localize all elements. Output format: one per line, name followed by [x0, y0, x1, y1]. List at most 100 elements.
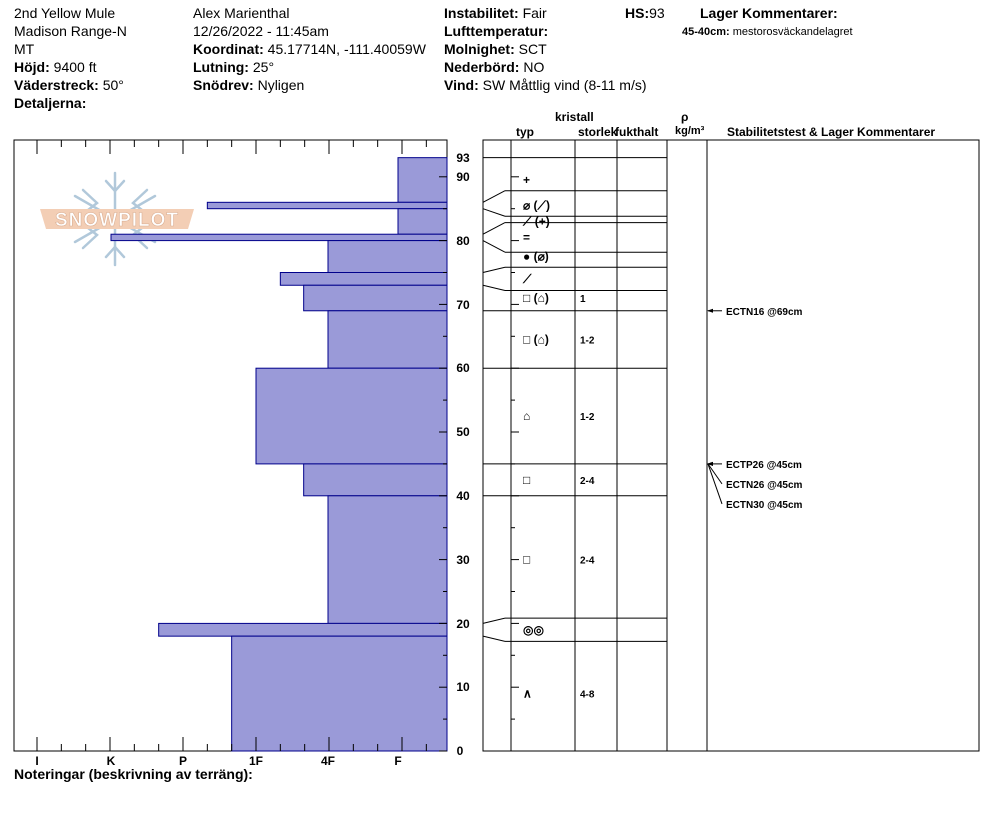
grain-symbol-8: ⌂: [523, 409, 530, 423]
hardness-axis-labels: I K P 1F 4F F: [35, 754, 401, 768]
notes-label: Noteringar (beskrivning av terräng):: [14, 766, 253, 782]
stability-test-arrow-line-3: [707, 463, 723, 505]
airtemp-row: Lufttemperatur:: [444, 22, 647, 40]
stability-test-arrowhead-0: [707, 308, 713, 313]
precip-label: Nederbörd:: [444, 59, 520, 75]
hs-value: 93: [649, 5, 665, 21]
depth-label-30: 30: [456, 553, 470, 567]
hardness-bar-8: [255, 367, 448, 465]
grain-symbol-10: □: [523, 553, 530, 567]
hs-row: HS:93: [625, 4, 665, 22]
stability-test-label-1: ECTP26 @45cm: [726, 460, 802, 471]
layer-comment-row: 45-40cm: mestorosväckandelagret: [682, 26, 853, 38]
hardness-bar-5: [279, 272, 448, 286]
aspect-row: Väderstreck: 50°: [14, 76, 127, 94]
aspect-value: 50°: [102, 77, 124, 93]
cloud-row: Molnighet: SCT: [444, 40, 647, 58]
table-frame: [482, 139, 980, 752]
crystal-size-9: 2-4: [580, 476, 595, 487]
size-values: 1 1-2 1-2 2-4 2-4 4-8: [580, 294, 595, 701]
stability-tests: ECTN16 @69cm ECTP26 @45cm ECTN26 @45cm ECTN…: [707, 307, 803, 511]
details-row: Detaljerna:: [14, 94, 127, 112]
aspect-label: Väderstreck:: [14, 77, 99, 93]
header-col2: Alex Marienthal 12/26/2022 - 11:45am Koo…: [193, 4, 426, 94]
depth-label-80: 80: [456, 234, 470, 248]
hardness-bars: [110, 157, 448, 752]
grain-symbol-0: +: [523, 173, 530, 187]
hardness-top-ticks: [36, 140, 427, 154]
layer-comments-title: Lager Kommentarer:: [700, 4, 838, 22]
column-headers: typ kristall storlek fukthalt ρ kg/m³ St…: [516, 110, 935, 139]
stability-test-label-2: ECTN26 @45cm: [726, 480, 803, 491]
state-name: MT: [14, 41, 35, 57]
hardness-bottom-ticks: [36, 737, 427, 751]
depth-label-50: 50: [456, 425, 470, 439]
hardness-label-I: I: [35, 754, 38, 768]
grain-symbol-11: ◎◎: [523, 623, 544, 637]
row-connector-80: [482, 240, 506, 253]
hardness-label-1F: 1F: [249, 754, 263, 768]
depth-top-label: 93: [456, 151, 470, 165]
hardness-label-K: K: [107, 754, 116, 768]
grain-symbol-1: ⌀ (⟋): [523, 199, 550, 213]
hardness-bar-1: [206, 201, 448, 210]
drift-value: Nyligen: [257, 77, 305, 93]
observer-name: Alex Marienthal: [193, 5, 290, 21]
depth-label-20: 20: [456, 617, 470, 631]
col-moisture-header: fukthalt: [615, 125, 658, 139]
grain-symbol-2: ⟋ (+): [522, 214, 550, 228]
hardness-label-4F: 4F: [321, 754, 335, 768]
wind-row: Vind: SW Måttlig vind (8-11 m/s): [444, 76, 647, 94]
depth-label-0: 0: [457, 744, 464, 758]
col-type-header: typ: [516, 125, 534, 139]
coord-value: 45.17714N, -111.40059W: [267, 41, 426, 57]
col-density-header: kg/m³: [675, 125, 705, 137]
instab-row: Instabilitet: Fair: [444, 4, 647, 22]
grain-symbol-3: =: [523, 230, 530, 244]
col-crystal-header-1: kristall: [555, 110, 594, 124]
wind-value: SW Måttlig vind (8-11 m/s): [482, 77, 647, 93]
coord-row: Koordinat: 45.17714N, -111.40059W: [193, 40, 426, 58]
hardness-label-P: P: [179, 754, 187, 768]
row-connector-73: [482, 284, 506, 291]
layer-table: [482, 139, 980, 752]
crystal-size-10: 2-4: [580, 556, 595, 567]
drift-label: Snödrev:: [193, 77, 254, 93]
grain-symbol-5: ⟋: [522, 272, 532, 286]
hardness-bar-2: [397, 208, 448, 235]
depth-label-10: 10: [456, 680, 470, 694]
crystal-size-7: 1-2: [580, 335, 595, 346]
elevation-row: Höjd: 9400 ft: [14, 58, 127, 76]
slope-label: Lutning:: [193, 59, 249, 75]
airtemp-label: Lufttemperatur:: [444, 23, 549, 39]
col-crystal-header-2: storlek: [578, 125, 618, 139]
location-name: 2nd Yellow Mule: [14, 5, 116, 21]
col-rho-header: ρ: [681, 110, 688, 124]
header-col1: 2nd Yellow Mule Madison Range-N MT Höjd:…: [14, 4, 127, 112]
details-label: Detaljerna:: [14, 95, 87, 111]
crystal-size-8: 1-2: [580, 412, 595, 423]
hardness-bar-4: [327, 240, 448, 274]
hardness-bar-12: [231, 635, 448, 752]
precip-row: Nederbörd: NO: [444, 58, 647, 76]
layer-comment-text: mestorosväckandelagret: [732, 26, 853, 38]
row-connector-85: [482, 208, 506, 217]
grain-symbols: + ⌀ (⟋)⟋ (+) = ● (⌀) ⟋ □ (⌂) □ (⌂) ⌂ □ □ ◎◎ ∧: [522, 173, 550, 701]
logo-banner: [40, 209, 194, 229]
range-name: Madison Range-N: [14, 23, 127, 39]
instab-value: Fair: [522, 5, 547, 21]
grain-symbol-4: ● (⌀): [523, 250, 549, 264]
depth-axis-labels: 93 90 80 70 60 50 40 30 20 10 0: [456, 151, 470, 758]
hardness-label-F: F: [394, 754, 401, 768]
row-connector-20: [482, 617, 506, 624]
stability-test-arrow-line-2: [707, 463, 723, 485]
hs-label: HS:: [625, 5, 650, 21]
coord-label: Koordinat:: [193, 41, 264, 57]
header-col3: Instabilitet: Fair Lufttemperatur: Molni…: [444, 4, 647, 94]
hardness-bar-3: [110, 233, 448, 242]
crystal-size-6: 1: [580, 294, 586, 305]
crystal-size-12: 4-8: [580, 690, 595, 701]
row-connector-75: [482, 266, 506, 273]
depth-label-70: 70: [456, 298, 470, 312]
